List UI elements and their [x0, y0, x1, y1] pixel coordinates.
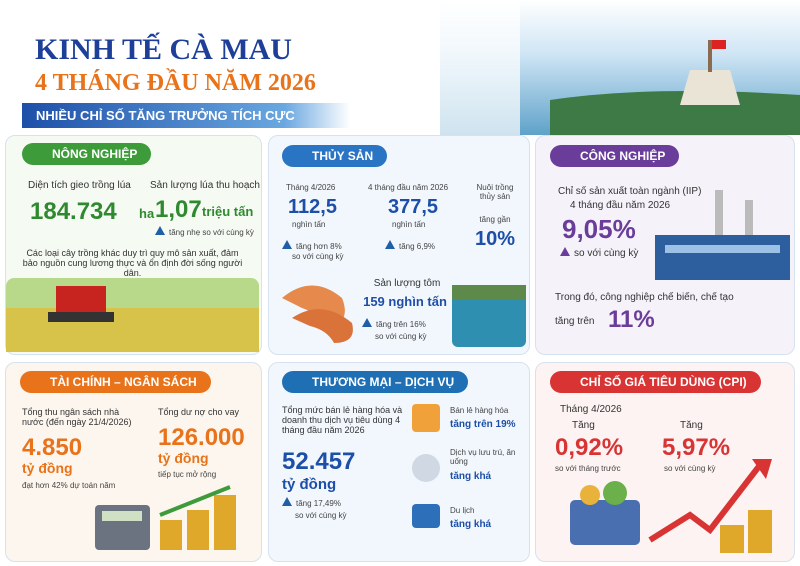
note: so với cùng kỳ	[664, 464, 716, 473]
change: tăng 6,9%	[399, 242, 436, 251]
note: so với cùng kỳ	[375, 332, 427, 341]
label: Tổng mức bán lẻ hàng hóa và doanh thu dị…	[282, 405, 403, 435]
up-icon	[282, 497, 292, 506]
change: tăng trên	[555, 316, 595, 327]
label: Dịch vụ lưu trú, ăn uống	[450, 448, 516, 466]
trade-icons	[412, 404, 440, 528]
rice-field-image	[6, 278, 259, 352]
period: 4 tháng đầu năm 2026	[570, 200, 671, 211]
tagline: NHIỀU CHỈ SỐ TĂNG TRƯỞNG TÍCH CỰC	[22, 103, 350, 128]
unit: tỷ đồng	[158, 450, 209, 466]
value: 159 nghìn tấn	[363, 294, 447, 309]
value: 112,5	[288, 196, 337, 218]
note: so với cùng kỳ	[202, 228, 254, 237]
change: tăng nhẹ	[169, 228, 201, 237]
section-title: CHỈ SỐ GIÁ TIÊU DÙNG (CPI)	[550, 371, 761, 393]
section-title: NÔNG NGHIỆP	[22, 143, 152, 165]
trade-panel	[268, 362, 530, 562]
section-title: THỦY SẢN	[282, 145, 388, 167]
note: so với cùng kỳ	[574, 248, 639, 259]
label: Trong đó, công nghiệp chế biến, chế tạo	[555, 292, 734, 303]
value: 0,92%	[555, 434, 624, 461]
cpi-image	[570, 459, 772, 553]
change: tăng khá	[450, 519, 492, 530]
section-title: THƯƠNG MẠI – DỊCH VỤ	[282, 371, 469, 393]
up-icon	[385, 240, 395, 249]
pond-image	[452, 285, 526, 347]
unit: tỷ đồng	[282, 476, 337, 493]
label: 4 tháng đầu năm 2026	[368, 183, 449, 192]
label: Bán lẻ hàng hóa	[450, 406, 509, 415]
label: Sản lượng tôm	[373, 278, 441, 289]
label: Tăng	[680, 420, 703, 431]
up-icon	[560, 247, 570, 256]
note: đạt hơn 42% dự toán năm	[22, 481, 116, 490]
description: Các loại cây trồng khác duy trì quy mô s…	[22, 248, 243, 278]
unit: ha	[139, 206, 155, 221]
change: tăng 17,49%	[296, 499, 341, 508]
section-title: CÔNG NGHIỆP	[550, 145, 680, 167]
shrimp-image	[282, 285, 353, 343]
unit: nghìn tấn	[292, 220, 326, 229]
value: 11%	[608, 306, 655, 333]
note: so với tháng trước	[555, 464, 621, 473]
up-icon	[362, 318, 372, 327]
value: 184.734	[30, 198, 117, 225]
label: Du lịch	[450, 506, 475, 515]
value: 5,97%	[662, 434, 731, 461]
label: Tháng 4/2026	[286, 183, 336, 192]
unit: nghìn tấn	[392, 220, 426, 229]
label: Tổng thu ngân sách nhà nước (đến ngày 21…	[22, 407, 132, 427]
value: 126.000	[158, 424, 245, 451]
up-icon	[282, 240, 292, 249]
value: 9,05%	[562, 214, 636, 244]
value: 10%	[474, 228, 516, 250]
value: 52.457	[282, 448, 356, 475]
label: Diện tích gieo trồng lúa	[28, 180, 131, 191]
title: KINH TẾ CÀ MAU	[35, 33, 292, 66]
coast-image	[400, 0, 800, 135]
change: tăng trên 16%	[376, 320, 426, 329]
up-icon	[155, 226, 165, 235]
label: Chỉ số sản xuất toàn ngành (IIP)	[558, 186, 702, 197]
period: Tháng 4/2026	[560, 404, 622, 415]
value: 4.850	[22, 434, 83, 461]
note: so với cùng kỳ	[295, 511, 347, 520]
label: Nuôi trồng thủy sản	[476, 183, 514, 201]
value: 1,07	[155, 196, 202, 223]
change: tăng khá	[450, 471, 492, 482]
value: 377,5	[388, 196, 439, 218]
unit: tỷ đồng	[22, 460, 73, 476]
label: Sản lượng lúa thu hoạch	[150, 180, 260, 191]
change: tăng hơn 8%	[296, 242, 342, 251]
label: Tổng dư nợ cho vay	[158, 407, 239, 417]
note: tiếp tục mở rộng	[158, 470, 217, 479]
label: Tăng	[572, 420, 595, 431]
change: tăng trên 19%	[450, 419, 516, 430]
note: so với cùng kỳ	[292, 252, 344, 261]
coins-image	[95, 485, 236, 550]
section-title: TÀI CHÍNH – NGÂN SÁCH	[20, 371, 211, 393]
factory-image	[655, 190, 790, 280]
subtitle: 4 THÁNG ĐẦU NĂM 2026	[35, 70, 316, 96]
change: tăng gần	[479, 215, 511, 224]
unit: triệu tấn	[202, 204, 254, 219]
